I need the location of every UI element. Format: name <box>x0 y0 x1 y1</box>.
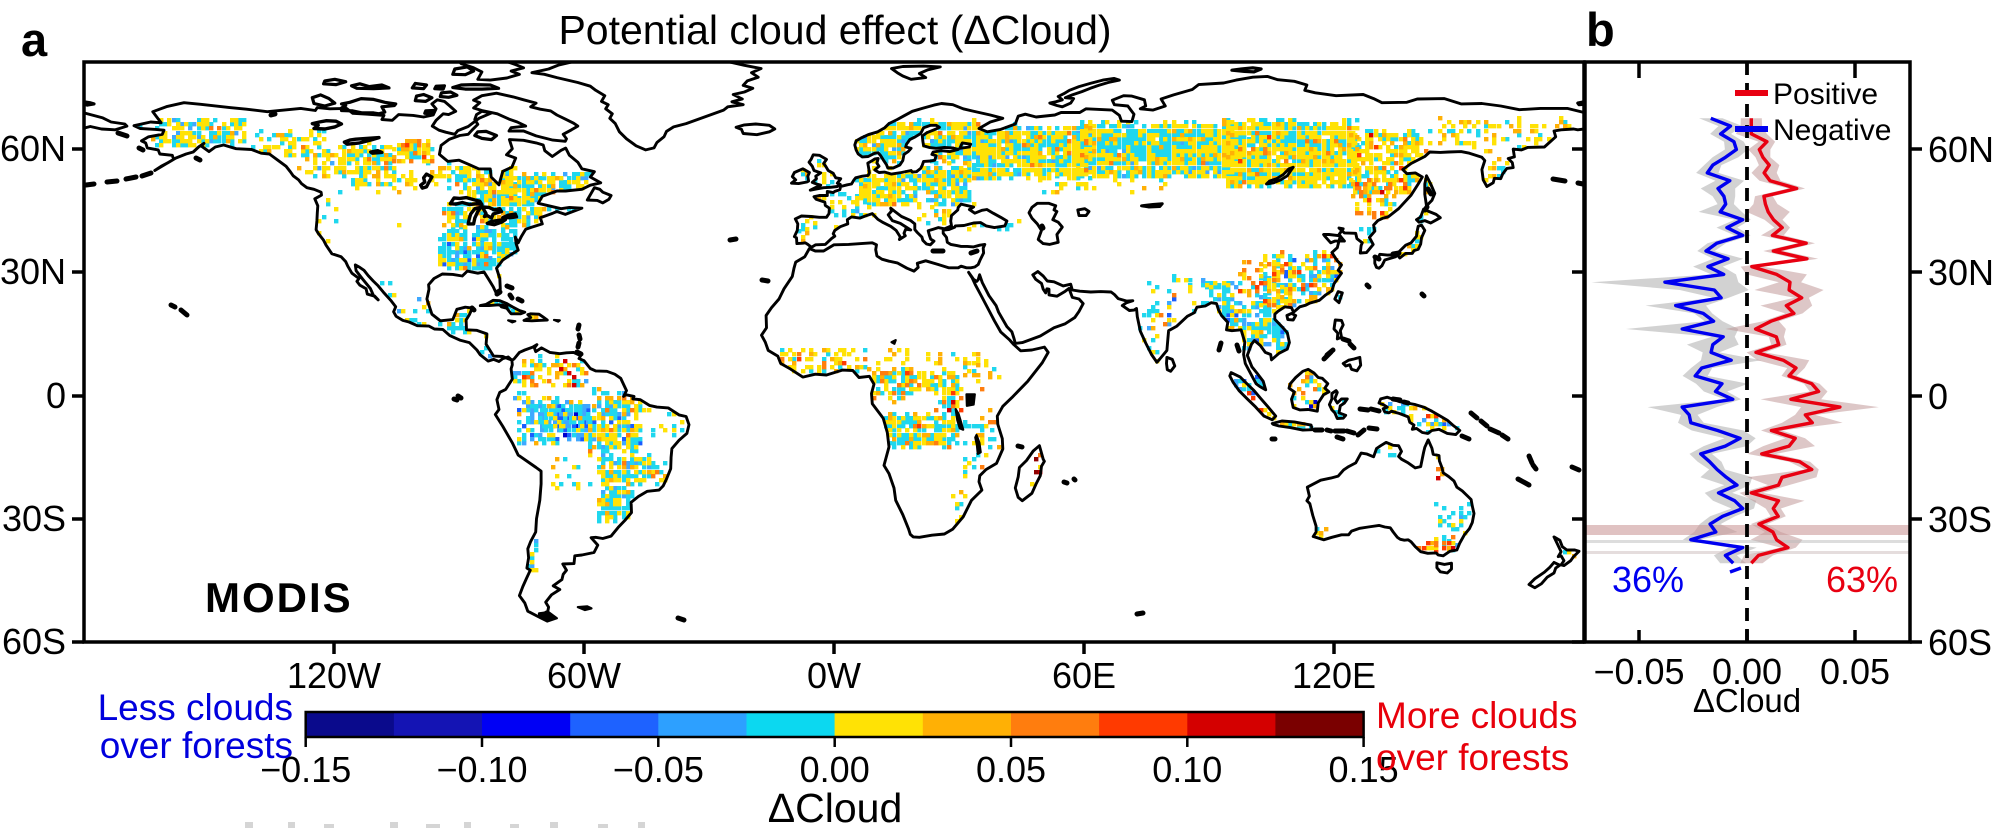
svg-text:ΔCloud: ΔCloud <box>768 785 903 828</box>
svg-text:63%: 63% <box>1826 559 1898 600</box>
svg-text:over forests: over forests <box>1376 737 1569 778</box>
svg-text:0.05: 0.05 <box>976 749 1046 790</box>
svg-text:36%: 36% <box>1612 559 1684 600</box>
svg-text:Potential cloud effect (ΔCloud: Potential cloud effect (ΔCloud) <box>558 7 1111 53</box>
svg-text:Positive: Positive <box>1773 78 1878 111</box>
svg-text:−0.05: −0.05 <box>1593 651 1684 692</box>
svg-text:b: b <box>1586 3 1615 56</box>
svg-text:60E: 60E <box>1052 655 1116 696</box>
svg-text:0.00: 0.00 <box>1712 651 1782 692</box>
svg-text:Negative: Negative <box>1773 114 1891 147</box>
svg-text:0.05: 0.05 <box>1820 651 1890 692</box>
svg-text:0: 0 <box>1928 376 1948 417</box>
svg-text:0.15: 0.15 <box>1329 749 1399 790</box>
svg-text:ΔCloud: ΔCloud <box>1693 682 1801 719</box>
svg-text:−0.05: −0.05 <box>613 749 704 790</box>
svg-text:0.10: 0.10 <box>1152 749 1222 790</box>
svg-text:More clouds: More clouds <box>1376 695 1578 736</box>
svg-text:over forests: over forests <box>100 725 293 766</box>
svg-text:−0.10: −0.10 <box>436 749 527 790</box>
svg-text:0W: 0W <box>807 655 861 696</box>
svg-text:30S: 30S <box>1928 499 1992 540</box>
svg-text:Less clouds: Less clouds <box>98 687 293 728</box>
svg-text:60S: 60S <box>1928 622 1992 663</box>
svg-text:120E: 120E <box>1292 655 1376 696</box>
svg-text:30S: 30S <box>2 498 66 539</box>
svg-text:60N: 60N <box>1928 129 1994 170</box>
svg-text:60S: 60S <box>2 621 66 662</box>
svg-text:120W: 120W <box>287 655 381 696</box>
svg-text:a: a <box>21 13 48 66</box>
svg-text:−0.15: −0.15 <box>260 749 351 790</box>
svg-text:60W: 60W <box>547 655 621 696</box>
svg-text:60N: 60N <box>0 128 66 169</box>
svg-text:MODIS: MODIS <box>205 574 353 621</box>
svg-text:30N: 30N <box>1928 252 1994 293</box>
svg-text:0.00: 0.00 <box>800 749 870 790</box>
svg-text:30N: 30N <box>0 251 66 292</box>
svg-text:0: 0 <box>46 375 66 416</box>
